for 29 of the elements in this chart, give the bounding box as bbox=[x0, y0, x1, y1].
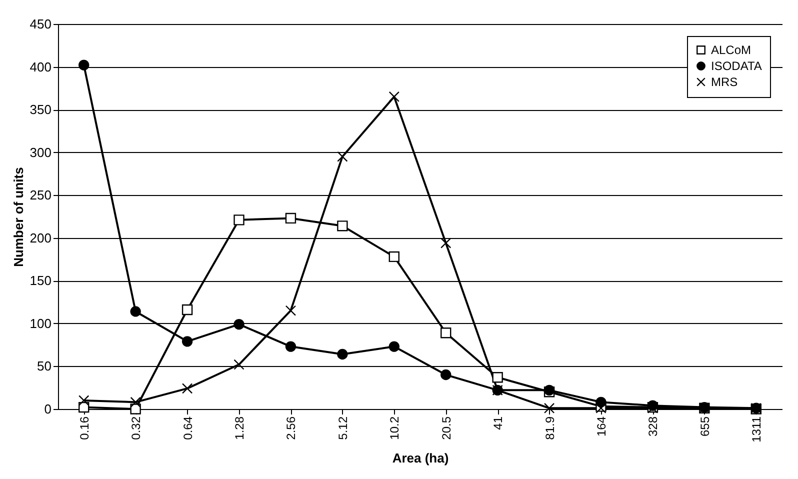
x-tick-label: 328 bbox=[646, 416, 660, 437]
x-axis-title: Area (ha) bbox=[392, 450, 449, 466]
y-axis-title: Number of units bbox=[10, 167, 26, 267]
legend-label: ISODATA bbox=[711, 59, 762, 73]
y-tick-label: 100 bbox=[30, 316, 52, 331]
y-tick-label: 0 bbox=[44, 402, 52, 416]
x-tick-label: 20.5 bbox=[439, 416, 454, 440]
x-tick-label: 1311 bbox=[750, 416, 764, 442]
y-tick-label: 400 bbox=[30, 59, 52, 74]
legend-label: MRS bbox=[711, 75, 738, 89]
x-tick-label: 2.56 bbox=[284, 416, 298, 440]
y-tick-label: 150 bbox=[30, 273, 52, 288]
x-tick-label: 655 bbox=[698, 416, 712, 437]
x-tick-label: 0.16 bbox=[77, 416, 92, 440]
y-tick-label: 300 bbox=[30, 144, 52, 160]
x-tick-label: 5.12 bbox=[336, 416, 350, 440]
x-tick-label: 41 bbox=[491, 416, 506, 430]
x-tick-label: 10.2 bbox=[388, 416, 402, 440]
y-tick-label: 450 bbox=[30, 16, 52, 32]
y-tick-label: 50 bbox=[37, 358, 52, 374]
x-tick-label: 81.9 bbox=[542, 416, 557, 440]
x-tick-label: 0.32 bbox=[129, 416, 144, 440]
y-tick-label: 350 bbox=[30, 102, 52, 118]
x-tick-label: 1.28 bbox=[232, 416, 246, 440]
y-tick-label: 200 bbox=[30, 230, 52, 246]
y-tick-label: 250 bbox=[30, 188, 52, 203]
legend-label: ALCoM bbox=[711, 43, 752, 57]
x-tick-label: 0.64 bbox=[180, 416, 195, 440]
x-tick-label: 164 bbox=[594, 416, 608, 437]
